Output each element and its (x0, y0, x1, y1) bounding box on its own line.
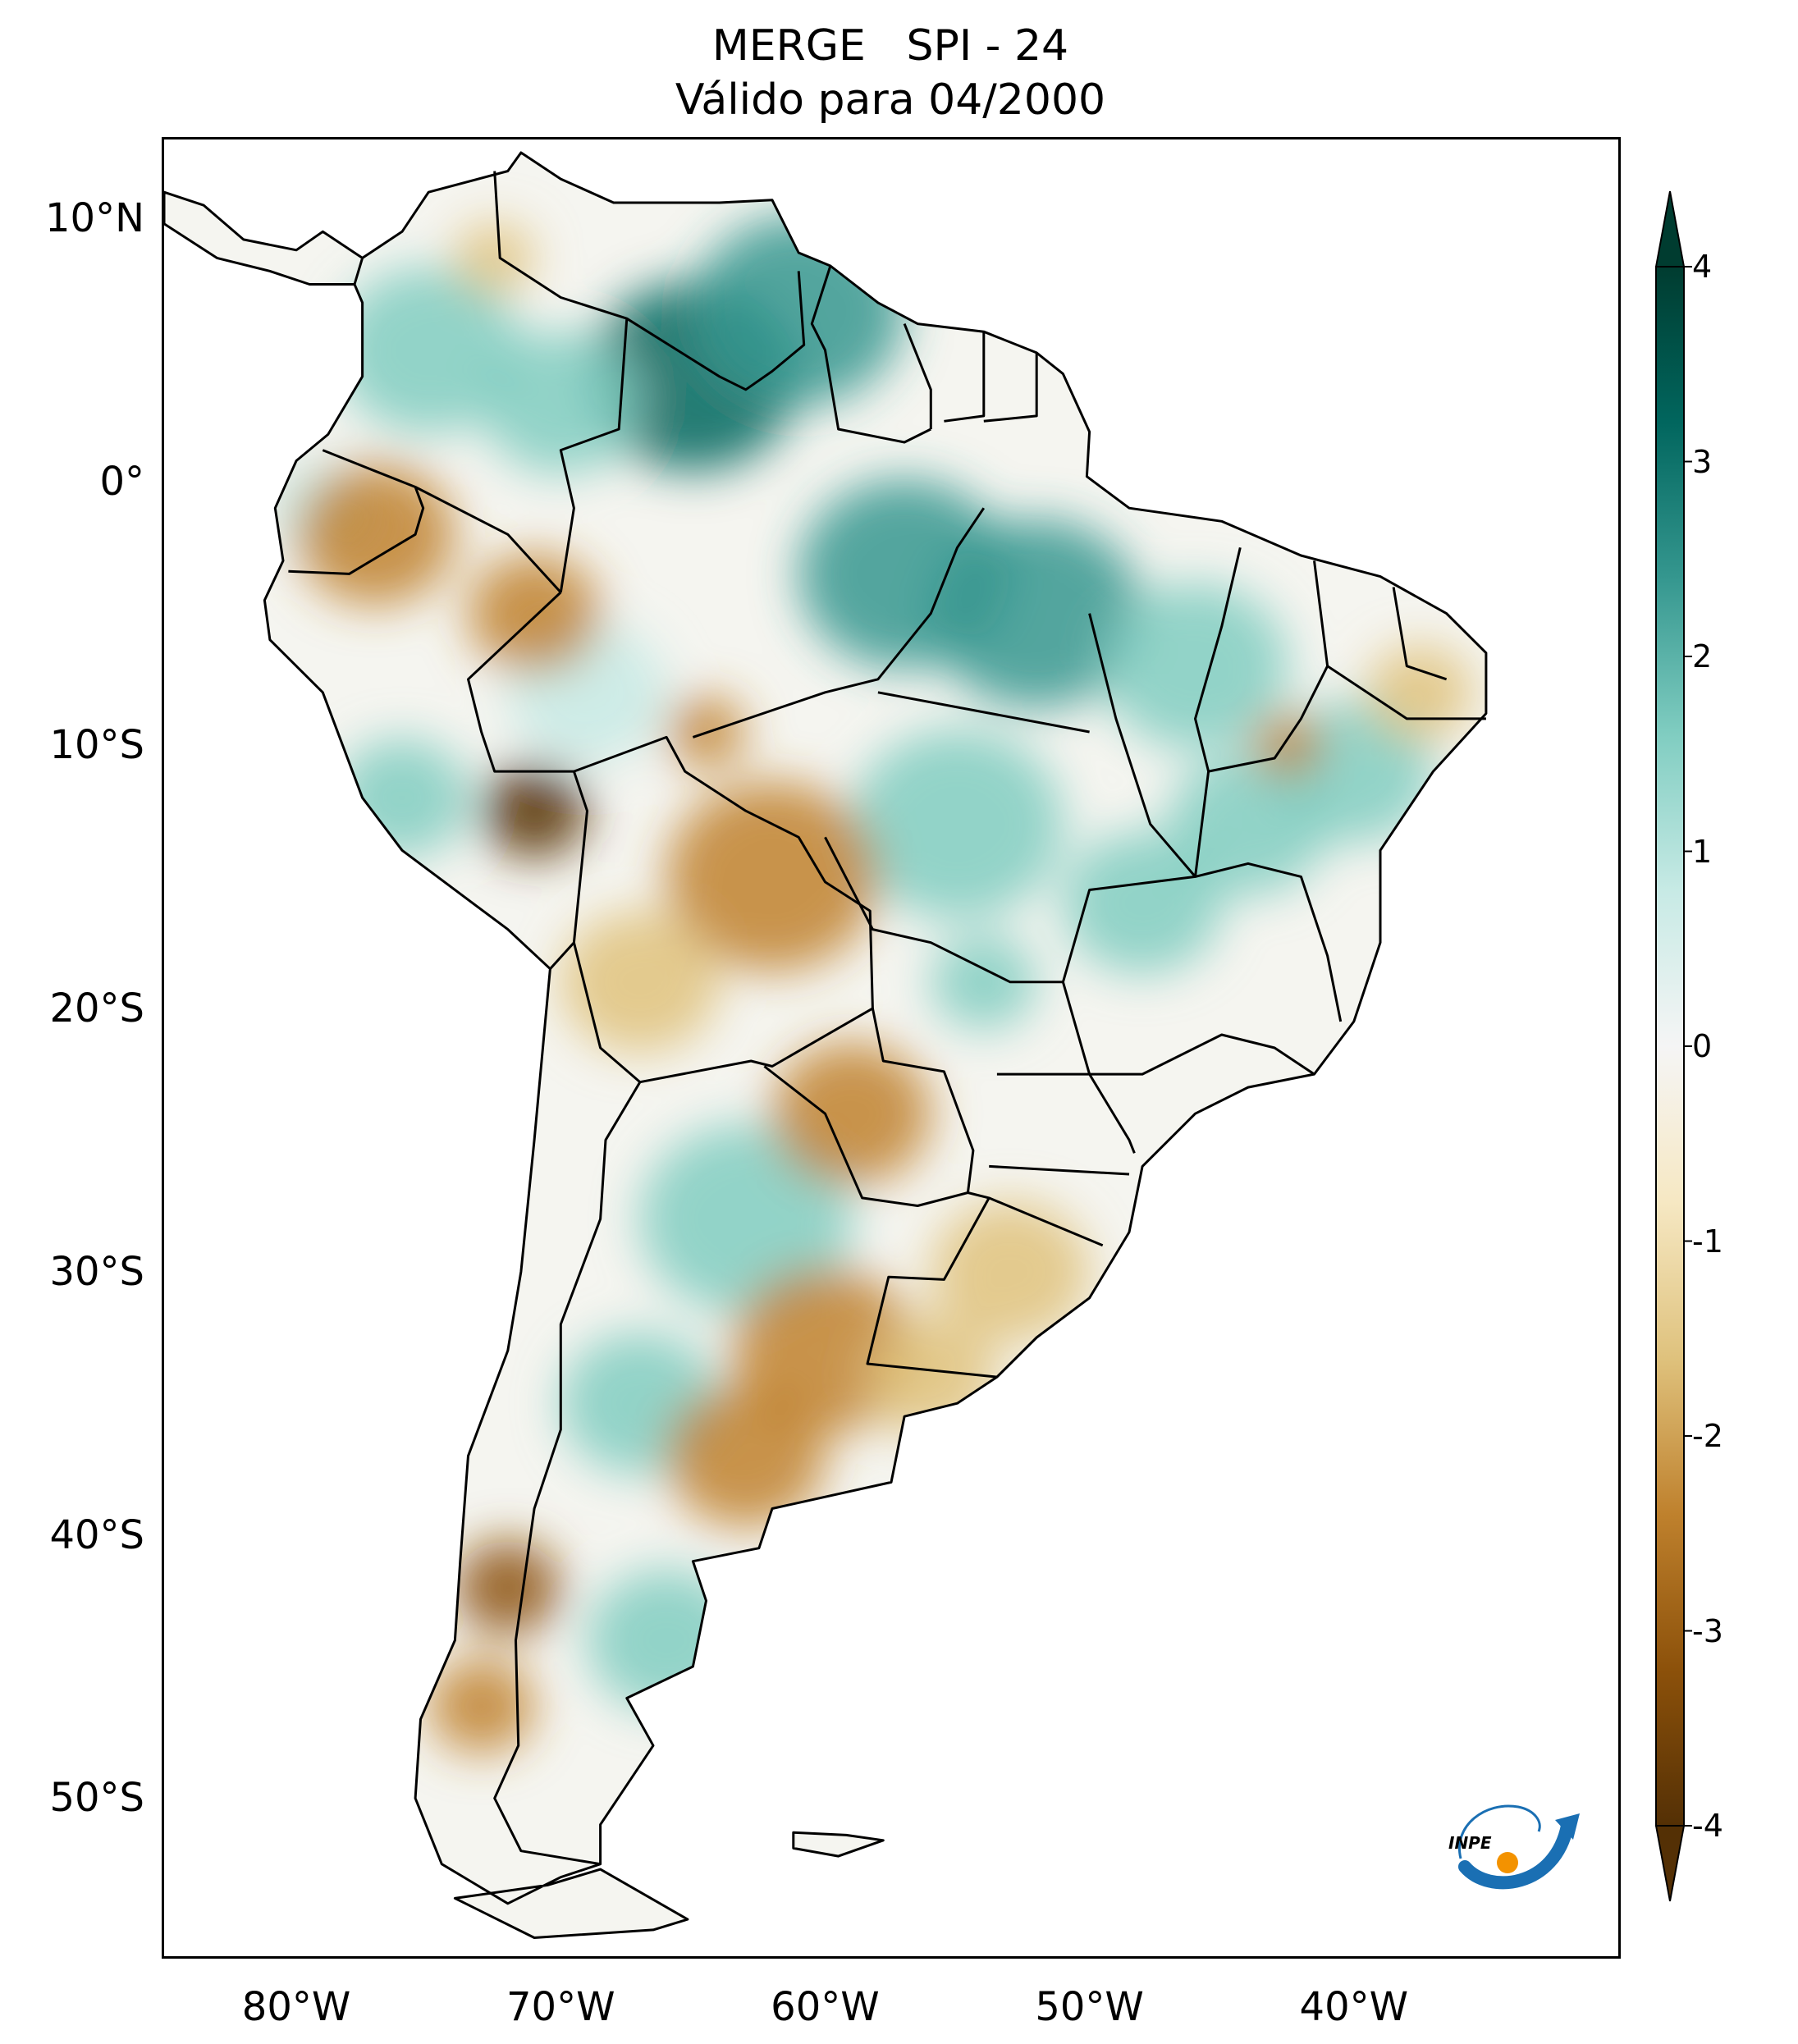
lat-tick-label: 10°S (49, 722, 144, 768)
spi-map (164, 151, 1488, 1939)
colorbar-tick-label: 1 (1692, 833, 1713, 870)
anomaly-blob (481, 763, 588, 858)
colorbar-gradient (1655, 266, 1685, 1827)
anomaly-blob (931, 1200, 1090, 1343)
anomaly-blob (455, 1540, 561, 1635)
boundary-line (493, 1081, 642, 1866)
boundary-line (1061, 981, 1315, 1076)
anomaly-blob (296, 463, 455, 606)
lon-tick-label: 70°W (506, 1984, 615, 2030)
colorbar-tick-label: -1 (1692, 1223, 1723, 1260)
land-base (164, 153, 1486, 1938)
anomaly-blob (455, 222, 534, 294)
boundary-line (983, 352, 1038, 423)
boundary-line (866, 1191, 998, 1379)
colorbar-tick-label: 0 (1692, 1028, 1713, 1064)
anomaly-blob (851, 729, 1064, 919)
boundary-line (903, 323, 932, 429)
lon-tick-label: 80°W (241, 1984, 351, 2030)
anomaly-blob (931, 519, 1143, 709)
map-subtitle: Válido para 04/2000 (675, 75, 1106, 125)
lat-tick-label: 10°N (45, 195, 144, 242)
anomaly-blob (481, 332, 640, 474)
spi-anomaly-field (269, 216, 1473, 1754)
boundary-line (824, 613, 1196, 984)
anomaly-blob (666, 781, 878, 972)
boundary-line (877, 691, 1090, 734)
boundary-line (1208, 560, 1329, 773)
colorbar (1654, 190, 1692, 1902)
lon-tick-label: 50°W (1035, 1984, 1144, 2030)
map-title: MERGE SPI - 24 (711, 21, 1069, 71)
anomaly-blob (693, 216, 905, 406)
map-panel (162, 137, 1621, 1959)
colorbar-tick-label: 3 (1692, 443, 1713, 480)
colorbar-max-extension (1654, 190, 1686, 268)
lat-tick-label: 40°S (49, 1511, 144, 1558)
boundary-line (288, 449, 425, 575)
lat-tick-label: 20°S (49, 985, 144, 1031)
boundary-line (414, 486, 562, 593)
boundary-line (944, 332, 986, 423)
anomaly-blob (336, 267, 521, 433)
boundary-line (1392, 587, 1448, 681)
lon-tick-label: 60°W (771, 1984, 880, 2030)
anomaly-blob (864, 1317, 997, 1437)
lat-tick-label: 50°S (49, 1775, 144, 1822)
boundary-line (467, 591, 588, 970)
anomaly-blob (1063, 831, 1222, 975)
boundary-line (1195, 862, 1343, 1022)
anomaly-blob (560, 911, 720, 1054)
lat-tick-label: 30°S (49, 1248, 144, 1295)
colorbar-tick-label: 4 (1692, 249, 1713, 285)
lat-tick-label: 0° (99, 459, 144, 505)
political-boundaries (288, 171, 1486, 1866)
boundary-line (493, 171, 629, 593)
colorbar-tick-label: -4 (1692, 1808, 1723, 1844)
anomaly-blob (1367, 645, 1473, 740)
anomaly-blob (666, 1384, 826, 1527)
boundary-line (1326, 665, 1486, 720)
anomaly-blob (336, 738, 469, 857)
boundary-line (996, 1072, 1136, 1154)
inpe-logo: INPE (1448, 1804, 1580, 1890)
anomaly-blob (428, 1658, 534, 1754)
inpe-logo-text: INPE (1448, 1833, 1492, 1853)
boundary-line (1194, 546, 1242, 877)
anomaly-blob (931, 935, 1037, 1030)
anomaly-blob (1102, 583, 1288, 749)
boundary-line (692, 507, 986, 738)
lon-tick-label: 40°W (1299, 1984, 1409, 2030)
anomaly-blob (468, 554, 601, 673)
colorbar-min-extension (1654, 1825, 1686, 1902)
colorbar-tick-label: -2 (1692, 1418, 1723, 1454)
boundary-line (810, 265, 931, 444)
boundary-line (626, 271, 806, 391)
coastline (164, 151, 1488, 1939)
boundary-line (989, 1164, 1130, 1176)
anomaly-blob (1253, 714, 1323, 776)
anomaly-blob (587, 1569, 746, 1712)
anomaly-blob (639, 1124, 852, 1315)
anomaly-blob (772, 1042, 931, 1185)
boundary-line (988, 1196, 1104, 1247)
colorbar-tick-label: 2 (1692, 638, 1713, 674)
colorbar-tick-label: -3 (1692, 1612, 1723, 1649)
